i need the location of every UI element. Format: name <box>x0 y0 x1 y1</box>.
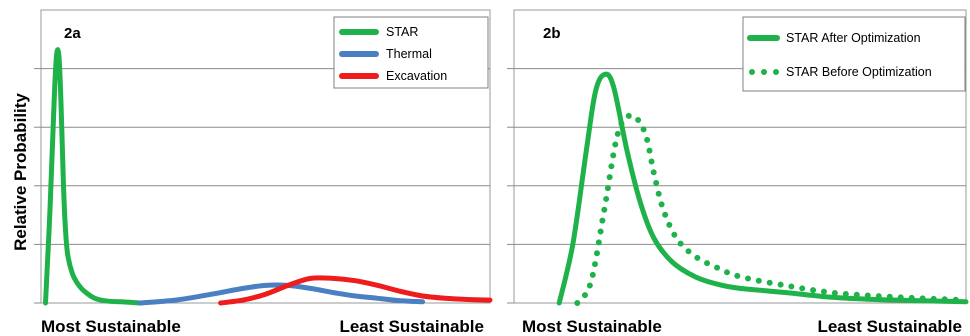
panel-2a: 2a STAR Thermal Excavation Most Sustaina… <box>34 9 493 336</box>
panel-2b-xlabel-right: Least Sustainable <box>817 317 962 336</box>
legend-label-after-optimization: STAR After Optimization <box>786 31 921 45</box>
panel-2a-series <box>43 47 493 306</box>
panel-2b-legend-box <box>742 16 966 92</box>
panel-2a-xlabel-right: Least Sustainable <box>339 317 484 336</box>
series-line-star <box>43 47 143 306</box>
panel-2b-xlabel-left: Most Sustainable <box>522 317 662 336</box>
series-line-thermal <box>137 282 426 306</box>
panel-2b: 2b STAR After Optimization STAR Before O… <box>507 9 969 336</box>
legend-label-thermal: Thermal <box>386 47 432 61</box>
legend-label-before-optimization: STAR Before Optimization <box>786 65 932 79</box>
y-axis-label: Relative Probability <box>11 93 30 251</box>
series-line-excavation <box>218 275 493 306</box>
panel-2b-label: 2b <box>543 25 561 42</box>
legend-label-excavation: Excavation <box>386 69 447 83</box>
legend-label-star: STAR <box>386 25 418 39</box>
panel-2b-legend: STAR After Optimization STAR Before Opti… <box>742 16 966 92</box>
panel-2a-legend: STAR Thermal Excavation <box>333 16 489 89</box>
panel-2a-xlabel-left: Most Sustainable <box>41 317 181 336</box>
panel-2a-label: 2a <box>64 25 81 42</box>
series-line-star-after-optimization <box>556 71 969 306</box>
panel-2b-series <box>556 71 969 306</box>
